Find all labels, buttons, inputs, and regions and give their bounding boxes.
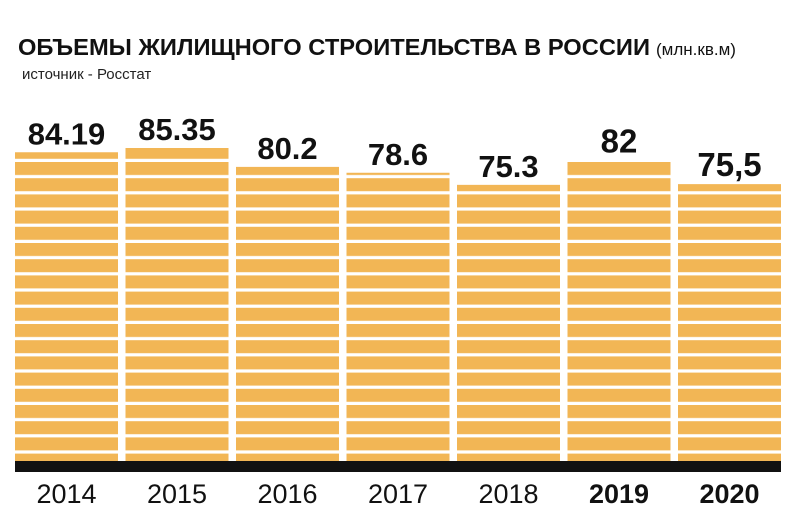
chart-subtitle: источник - Росстат	[22, 66, 151, 83]
x-tick-label: 2014	[36, 479, 96, 509]
x-tick-label: 2016	[257, 479, 317, 509]
chart-title: ОБЪЕМЫ ЖИЛИЩНОГО СТРОИТЕЛЬСТВА В РОССИИ (…	[18, 34, 736, 60]
title-unit: (млн.кв.м)	[656, 40, 736, 59]
bar	[125, 148, 229, 461]
bar	[457, 184, 560, 461]
x-tick-label: 2018	[478, 479, 538, 509]
value-label: 78.6	[368, 137, 428, 172]
value-label: 85.35	[138, 112, 216, 147]
x-tick-label: 2017	[368, 479, 428, 509]
bar	[678, 184, 781, 461]
bar	[236, 166, 339, 461]
bar	[346, 172, 450, 461]
x-tick-label: 2019	[589, 479, 649, 509]
x-tick-label: 2020	[699, 479, 759, 509]
value-label: 80.2	[257, 131, 317, 166]
title-text: ОБЪЕМЫ ЖИЛИЩНОГО СТРОИТЕЛЬСТВА В РОССИИ	[18, 34, 650, 60]
value-label: 84.19	[28, 116, 106, 151]
value-label: 75,5	[697, 146, 761, 183]
bar	[567, 160, 671, 462]
value-label: 82	[601, 122, 638, 159]
value-label: 75.3	[478, 149, 538, 184]
bar	[15, 152, 118, 461]
baseline	[15, 461, 781, 472]
x-tick-label: 2015	[147, 479, 207, 509]
